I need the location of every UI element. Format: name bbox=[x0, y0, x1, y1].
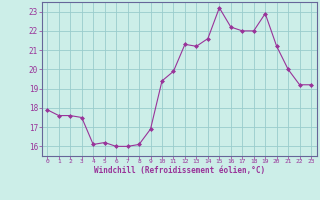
X-axis label: Windchill (Refroidissement éolien,°C): Windchill (Refroidissement éolien,°C) bbox=[94, 166, 265, 175]
